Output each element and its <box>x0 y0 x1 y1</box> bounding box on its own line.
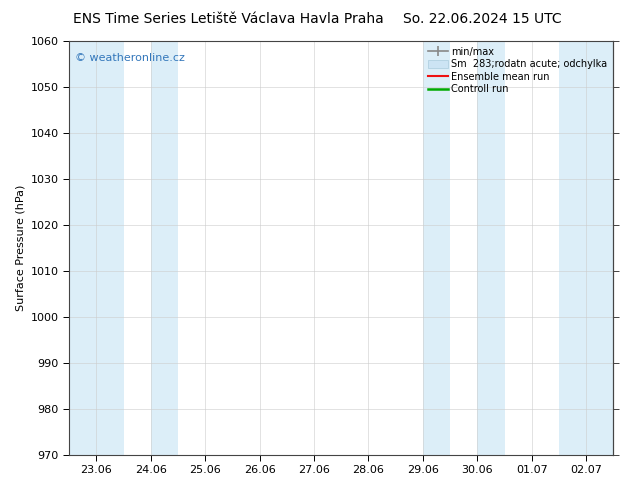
Y-axis label: Surface Pressure (hPa): Surface Pressure (hPa) <box>15 185 25 311</box>
Bar <box>69 41 124 455</box>
Bar <box>559 41 586 455</box>
Text: ENS Time Series Letiště Václava Havla Praha: ENS Time Series Letiště Václava Havla Pr… <box>73 12 384 26</box>
Bar <box>477 41 505 455</box>
Text: © weatheronline.cz: © weatheronline.cz <box>75 53 184 64</box>
Bar <box>586 41 614 455</box>
Bar <box>423 41 450 455</box>
Bar <box>151 41 178 455</box>
Text: So. 22.06.2024 15 UTC: So. 22.06.2024 15 UTC <box>403 12 561 26</box>
Legend: min/max, Sm  283;rodatn acute; odchylka, Ensemble mean run, Controll run: min/max, Sm 283;rodatn acute; odchylka, … <box>425 44 611 97</box>
